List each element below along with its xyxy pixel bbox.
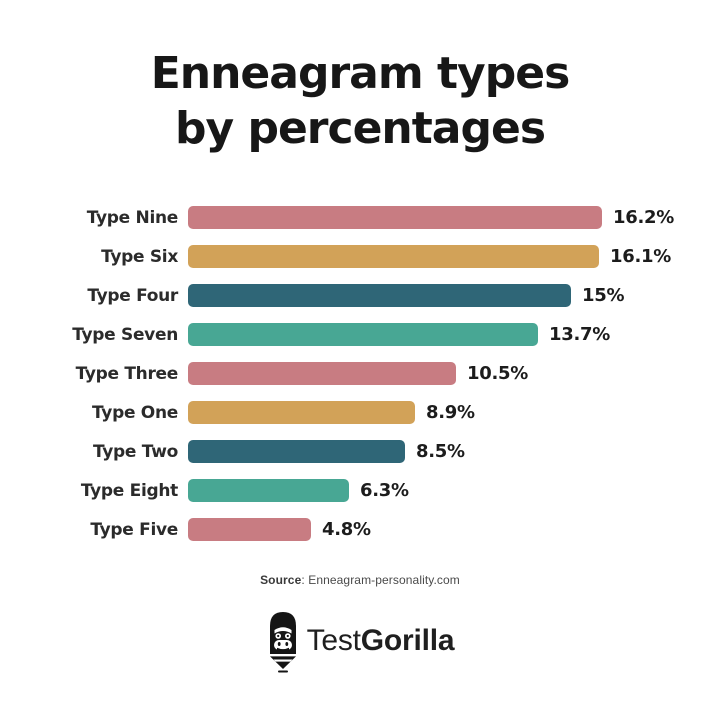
bar-category-label: Type Three (75, 363, 179, 384)
testgorilla-logo: TestGorilla (0, 609, 720, 673)
bar-value-label: 10.5% (467, 363, 528, 384)
source-note: Source: Enneagram-personality.com (0, 573, 720, 587)
bar-category-label: Type Nine (86, 207, 179, 228)
source-label: Source (260, 573, 302, 587)
pencil-gorilla-icon (269, 612, 296, 673)
chart-title-line1: Enneagram types (150, 48, 571, 99)
bar (188, 362, 456, 385)
bar-category-label: Type One (92, 402, 178, 423)
bar-row: Type Two 8.5% (72, 440, 672, 463)
bar (188, 518, 311, 541)
bar-category-label: Type Four (87, 285, 178, 306)
bar-category-label: Type Two (93, 441, 178, 462)
bar-category-label: Type Eight (80, 480, 178, 501)
chart-title-line2: by percentages (174, 103, 546, 154)
bar-value-label: 6.3% (360, 480, 409, 501)
bar-row: Type Six 16.1% (72, 245, 672, 268)
bar-value-label: 4.8% (322, 519, 371, 540)
bar-row: Type Seven 13.7% (72, 323, 672, 346)
source-text: : Enneagram-personality.com (301, 573, 460, 587)
bar-category-label: Type Six (101, 246, 178, 267)
bar-value-label: 16.2% (613, 207, 674, 228)
chart-title: Enneagram types by percentages (0, 0, 720, 156)
bar (188, 245, 599, 268)
brand-wordmark: TestGorilla (307, 624, 455, 658)
bar (188, 401, 415, 424)
bar-value-label: 15% (582, 285, 625, 306)
bar-chart: Type Nine 16.2% Type Six 16.1% Type Four 15% T… (72, 206, 674, 541)
bar-value-label: 13.7% (549, 324, 610, 345)
bar-row: Type Three 10.5% (72, 362, 672, 385)
brand-test: Test (306, 624, 361, 657)
bar-row: Type One 8.9% (72, 401, 672, 424)
bar-category-label: Type Seven (72, 324, 178, 345)
brand-gorilla: Gorilla (360, 624, 455, 657)
bar-row: Type Nine 16.2% (72, 206, 674, 229)
bar-row: Type Five 4.8% (72, 518, 672, 541)
bar (188, 323, 538, 346)
bar (188, 479, 349, 502)
bar (188, 440, 405, 463)
bar-value-label: 16.1% (610, 246, 671, 267)
bar (188, 284, 571, 307)
bar-row: Type Four 15% (72, 284, 672, 307)
bar-value-label: 8.9% (426, 402, 475, 423)
bar-row: Type Eight 6.3% (72, 479, 672, 502)
bar-category-label: Type Five (90, 519, 178, 540)
bar (188, 206, 602, 229)
bar-value-label: 8.5% (416, 441, 465, 462)
